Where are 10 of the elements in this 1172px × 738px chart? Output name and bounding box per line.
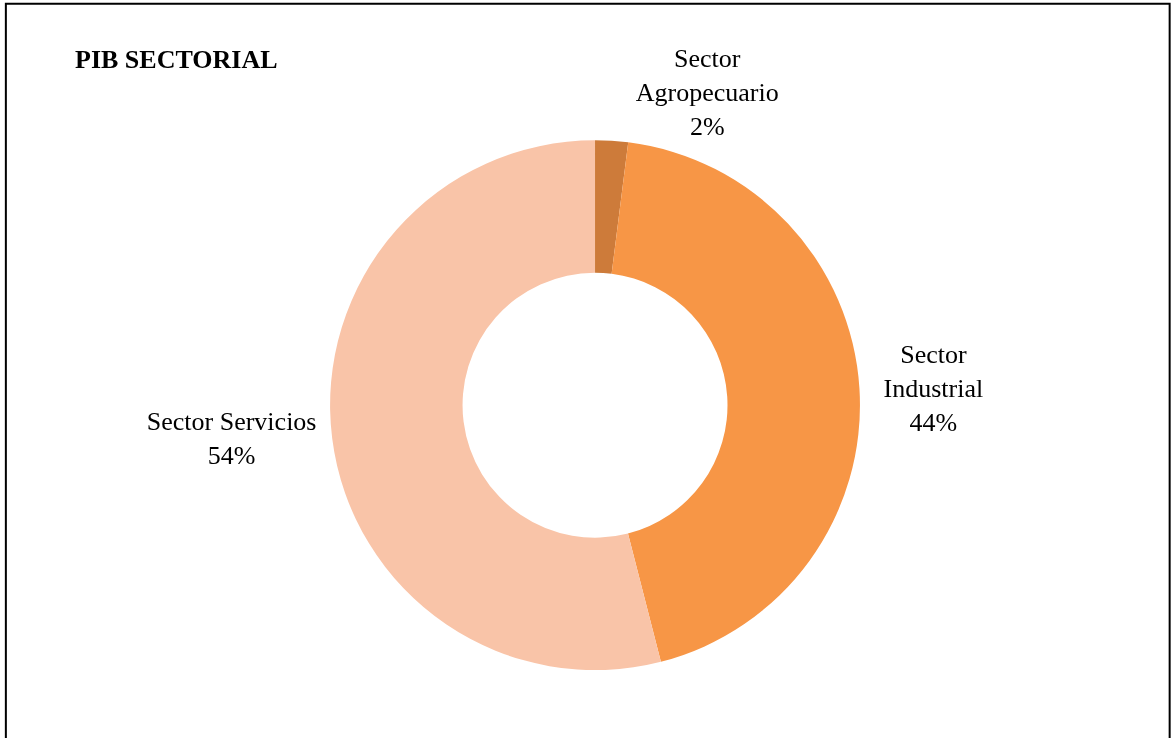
data-label: 54% [207, 441, 256, 471]
data-label: 2% [689, 111, 725, 141]
slice-label: Sector Agropecuario [635, 44, 779, 108]
donut-slice [611, 142, 860, 662]
donut-slice [330, 140, 661, 671]
slice-label: Sector Industrial [883, 340, 984, 403]
slice-label: Sector Servicios [146, 407, 317, 437]
chart-title: PIB SECTORIAL [75, 45, 278, 75]
data-label: 44% [909, 407, 958, 437]
donut-slice [595, 140, 629, 274]
